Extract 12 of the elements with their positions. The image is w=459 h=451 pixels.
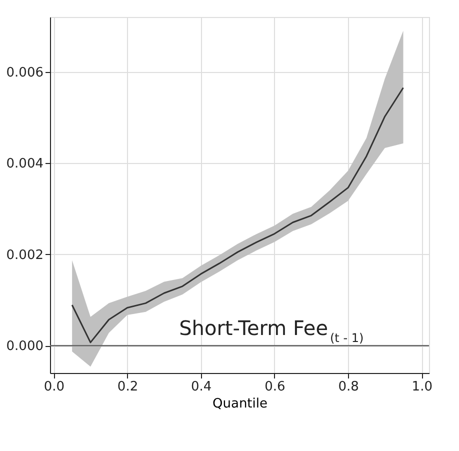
x-tick-label: 0.8: [338, 380, 359, 394]
y-tick-label: 0.006: [6, 65, 44, 80]
y-tick-label: 0.004: [6, 156, 44, 172]
x-tick-label: 1.0: [412, 380, 432, 394]
y-tick-label: 0.000: [6, 339, 44, 354]
x-tick-label: 0.6: [264, 380, 286, 394]
x-tick-label: 0.4: [191, 380, 212, 394]
y-tick-label: 0.002: [6, 248, 44, 263]
x-tick-label: 0.2: [117, 380, 138, 394]
x-tick-label: 0.0: [44, 380, 65, 394]
x-axis-title: Quantile: [212, 396, 268, 412]
line-series: [71, 86, 404, 344]
